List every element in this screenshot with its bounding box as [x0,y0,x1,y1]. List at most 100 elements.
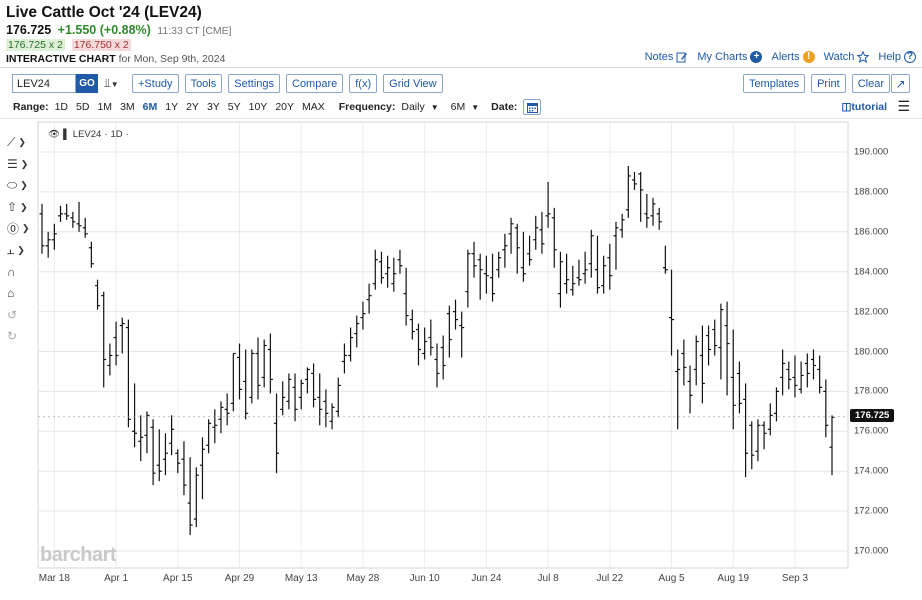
toolbar-divider [0,118,922,119]
frequency-label: Frequency: [338,101,396,113]
lock-tool[interactable]: ⌂ [7,283,35,305]
x-tick-label: Jul 8 [537,573,559,584]
range-3m[interactable]: 3M [120,101,135,113]
range-2y[interactable]: 2Y [186,101,199,113]
menu-button[interactable]: ☰ [897,98,910,115]
chart-caption: INTERACTIVE CHART for Mon, Sep 9th, 2024 [6,53,225,65]
x-tick-label: Sep 3 [781,573,809,584]
shape-icon: ⬭ [7,178,18,193]
question-circle-icon: ? [904,51,916,63]
x-tick-label: Apr 15 [163,573,193,584]
chart-date: for Mon, Sep 9th, 2024 [118,53,226,65]
add-study-button[interactable]: +Study [132,74,179,93]
range-1d[interactable]: 1D [54,101,69,113]
x-tick-label: Jul 22 [596,573,624,584]
watch-label: Watch [823,51,855,63]
help-label: Help [878,51,901,63]
settings-button[interactable]: Settings [228,74,280,93]
last-price-label: 176.725 [850,408,895,422]
arrow-tool[interactable]: ⇧ ❯ [7,197,35,219]
chevron-right-icon: ❯ [20,158,29,169]
chevron-right-icon: ❯ [20,180,28,191]
frequency-select[interactable]: Daily ▼ [401,101,438,113]
help-link[interactable]: Help ? [878,51,916,63]
plot-frame [37,121,849,569]
range-5y[interactable]: 5Y [227,101,241,113]
drawing-tools-panel: ⟋ ❯ ☰ ❯ ⬭ ❯ ⇧ ❯ ⓪ ❯ ⫠ ❯ ∩ ⌂ ↺ ↻ [7,132,35,347]
exclamation-circle-icon: ! [802,51,815,63]
range-1y[interactable]: 1Y [165,101,179,113]
date-picker-button[interactable] [523,99,542,115]
redo-tool[interactable]: ↻ [7,326,35,348]
go-button[interactable]: GO [76,74,98,93]
tutorial-link[interactable]: ◫tutorial [841,101,887,113]
bid-ask: 176.725 x 2 176.750 x 2 [6,39,131,51]
chevron-right-icon: ❯ [17,244,25,255]
frequency-value: Daily [401,101,425,113]
measure-tool[interactable]: ⫠ ❯ [7,240,35,262]
print-button[interactable]: Print [811,74,846,93]
quote-line: 176.725 +1.550 (+0.88%) 11:33 CT [CME] [6,23,232,37]
measure-icon: ⫠ [7,242,15,257]
y-tick-label: 186.000 [854,226,889,238]
chevron-down-icon: ▼ [110,80,119,89]
period-value: 6M [450,101,466,113]
y-tick-label: 188.000 [854,186,889,198]
top-links: Notes My Charts + Alerts ! Watch Help ? [645,51,916,63]
ask-badge: 176.750 x 2 [71,39,131,51]
film-icon: ◫ [841,101,852,113]
bar-type-dropdown[interactable]: ⫫▼ [104,76,126,91]
mycharts-label: My Charts [697,51,748,63]
notes-label: Notes [644,51,674,63]
compare-button[interactable]: Compare [286,74,344,93]
x-tick-label: May 28 [346,573,380,584]
range-3y[interactable]: 3Y [206,101,220,113]
notes-link[interactable]: Notes [645,51,689,63]
pencil-icon [676,52,688,63]
x-tick-label: Jun 10 [409,573,440,584]
expand-button[interactable]: ↗ [891,74,910,93]
x-tick-label: Mar 18 [38,573,70,584]
range-10y[interactable]: 10Y [248,101,268,113]
symbol-input[interactable] [12,74,76,93]
page-title: Live Cattle Oct '24 (LEV24) [6,4,202,21]
range-max[interactable]: MAX [302,101,325,113]
chevron-right-icon: ❯ [20,201,28,212]
tools-button[interactable]: Tools [184,74,223,93]
watch-link[interactable]: Watch [824,51,870,63]
undo-icon: ↺ [7,307,18,322]
range-1m[interactable]: 1M [97,101,113,113]
mycharts-link[interactable]: My Charts + [697,51,763,63]
templates-button[interactable]: Templates [742,74,806,93]
list-tool[interactable]: ☰ ❯ [7,154,35,176]
period-select[interactable]: 6M ▼ [451,101,480,113]
barchart-watermark: barchart [40,544,117,566]
shape-tool[interactable]: ⬭ ❯ [7,175,35,197]
undo-tool[interactable]: ↺ [7,304,35,326]
annotation-tool[interactable]: ⓪ ❯ [7,218,35,240]
function-button[interactable]: f(x) [349,74,378,93]
x-tick-label: Apr 29 [224,573,255,584]
range-5d[interactable]: 5D [76,101,90,113]
annotation-icon: ⓪ [7,222,20,237]
legend-symbol: LEV24 [72,129,102,140]
range-6m[interactable]: 6M [142,101,158,113]
x-tick-label: May 13 [284,573,318,584]
x-tick-label: Jun 24 [471,573,502,584]
chart-legend: 👁 ▌ LEV24 · 1D · [48,129,129,140]
alerts-label: Alerts [771,51,800,63]
alerts-link[interactable]: Alerts ! [771,51,815,63]
chart-label: INTERACTIVE CHART [6,53,116,65]
magnet-tool[interactable]: ∩ [7,261,35,283]
chevron-right-icon: ❯ [22,223,30,234]
line-tool[interactable]: ⟋ ❯ [7,132,35,154]
clear-button[interactable]: Clear [851,74,890,93]
range-20y[interactable]: 20Y [275,101,294,113]
y-tick-label: 182.000 [854,306,889,318]
grid-view-button[interactable]: Grid View [383,74,443,93]
quote-time: 11:33 CT [CME] [157,25,232,37]
y-tick-label: 184.000 [854,266,889,278]
legend-separator: · [104,129,108,140]
hamburger-icon: ☰ [897,98,910,114]
